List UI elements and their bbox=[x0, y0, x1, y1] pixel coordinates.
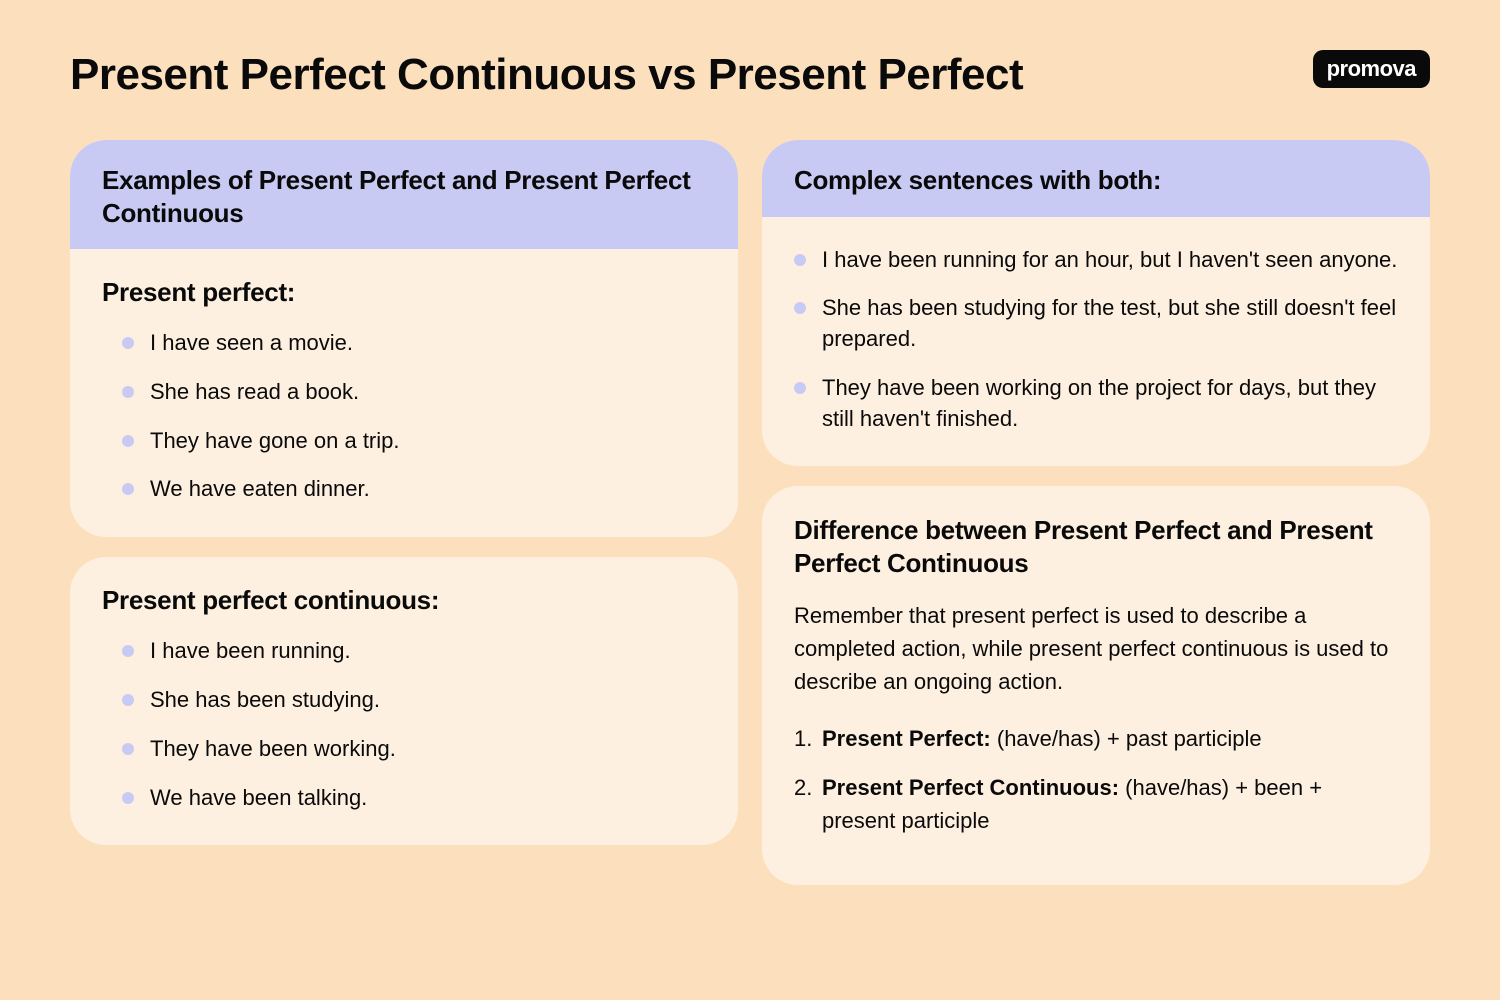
bullet-icon bbox=[794, 382, 806, 394]
list-item: We have eaten dinner. bbox=[102, 474, 706, 505]
bullet-icon bbox=[122, 645, 134, 657]
complex-list: I have been running for an hour, but I h… bbox=[794, 245, 1398, 435]
list-item: We have been talking. bbox=[102, 783, 706, 814]
list-item: Present Perfect Continuous: (have/has) +… bbox=[794, 771, 1398, 837]
list-item: I have been running for an hour, but I h… bbox=[794, 245, 1398, 276]
ppc-title: Present perfect continuous: bbox=[102, 585, 706, 616]
list-item-text: They have gone on a trip. bbox=[150, 426, 400, 457]
list-item: She has been studying. bbox=[102, 685, 706, 716]
list-item-text: I have been running for an hour, but I h… bbox=[822, 245, 1397, 276]
bullet-icon bbox=[122, 694, 134, 706]
difference-body: Remember that present perfect is used to… bbox=[794, 599, 1398, 698]
present-perfect-list: I have seen a movie. She has read a book… bbox=[102, 328, 706, 505]
examples-header: Examples of Present Perfect and Present … bbox=[70, 140, 738, 249]
right-column: Complex sentences with both: I have been… bbox=[762, 140, 1430, 885]
bullet-icon bbox=[794, 302, 806, 314]
difference-list: Present Perfect: (have/has) + past parti… bbox=[794, 722, 1398, 837]
difference-title: Difference between Present Perfect and P… bbox=[794, 514, 1398, 579]
list-item-text: She has been studying. bbox=[150, 685, 380, 716]
header-row: Present Perfect Continuous vs Present Pe… bbox=[70, 50, 1430, 100]
complex-card: Complex sentences with both: I have been… bbox=[762, 140, 1430, 466]
list-item-text: She has read a book. bbox=[150, 377, 359, 408]
list-item-text: They have been working. bbox=[150, 734, 396, 765]
present-perfect-section: Present perfect: I have seen a movie. Sh… bbox=[70, 249, 738, 537]
complex-header-text: Complex sentences with both: bbox=[794, 164, 1398, 197]
list-item-text: I have been running. bbox=[150, 636, 351, 667]
list-item: I have seen a movie. bbox=[102, 328, 706, 359]
ppc-list: I have been running. She has been studyi… bbox=[102, 636, 706, 813]
list-item: She has read a book. bbox=[102, 377, 706, 408]
bullet-icon bbox=[122, 435, 134, 447]
list-item-lead: Present Perfect Continuous: bbox=[822, 775, 1119, 800]
list-item: She has been studying for the test, but … bbox=[794, 293, 1398, 355]
list-item-text: They have been working on the project fo… bbox=[822, 373, 1398, 435]
list-item: They have been working. bbox=[102, 734, 706, 765]
list-item: I have been running. bbox=[102, 636, 706, 667]
brand-logo: promova bbox=[1313, 50, 1430, 88]
list-item-lead: Present Perfect: bbox=[822, 726, 991, 751]
content-columns: Examples of Present Perfect and Present … bbox=[70, 140, 1430, 885]
examples-card: Examples of Present Perfect and Present … bbox=[70, 140, 738, 537]
difference-card: Difference between Present Perfect and P… bbox=[762, 486, 1430, 885]
complex-body: I have been running for an hour, but I h… bbox=[762, 217, 1430, 467]
ppc-card: Present perfect continuous: I have been … bbox=[70, 557, 738, 845]
bullet-icon bbox=[122, 337, 134, 349]
list-item-text: We have been talking. bbox=[150, 783, 367, 814]
bullet-icon bbox=[122, 792, 134, 804]
list-item: They have been working on the project fo… bbox=[794, 373, 1398, 435]
present-perfect-title: Present perfect: bbox=[102, 277, 706, 308]
list-item: Present Perfect: (have/has) + past parti… bbox=[794, 722, 1398, 755]
list-item-rest: (have/has) + past participle bbox=[991, 726, 1262, 751]
list-item-text: She has been studying for the test, but … bbox=[822, 293, 1398, 355]
list-item-text: I have seen a movie. bbox=[150, 328, 353, 359]
bullet-icon bbox=[122, 743, 134, 755]
left-column: Examples of Present Perfect and Present … bbox=[70, 140, 738, 885]
bullet-icon bbox=[122, 386, 134, 398]
examples-header-text: Examples of Present Perfect and Present … bbox=[102, 164, 706, 229]
list-item: They have gone on a trip. bbox=[102, 426, 706, 457]
list-item-text: We have eaten dinner. bbox=[150, 474, 370, 505]
bullet-icon bbox=[794, 254, 806, 266]
bullet-icon bbox=[122, 483, 134, 495]
page-title: Present Perfect Continuous vs Present Pe… bbox=[70, 50, 1023, 100]
complex-header: Complex sentences with both: bbox=[762, 140, 1430, 217]
